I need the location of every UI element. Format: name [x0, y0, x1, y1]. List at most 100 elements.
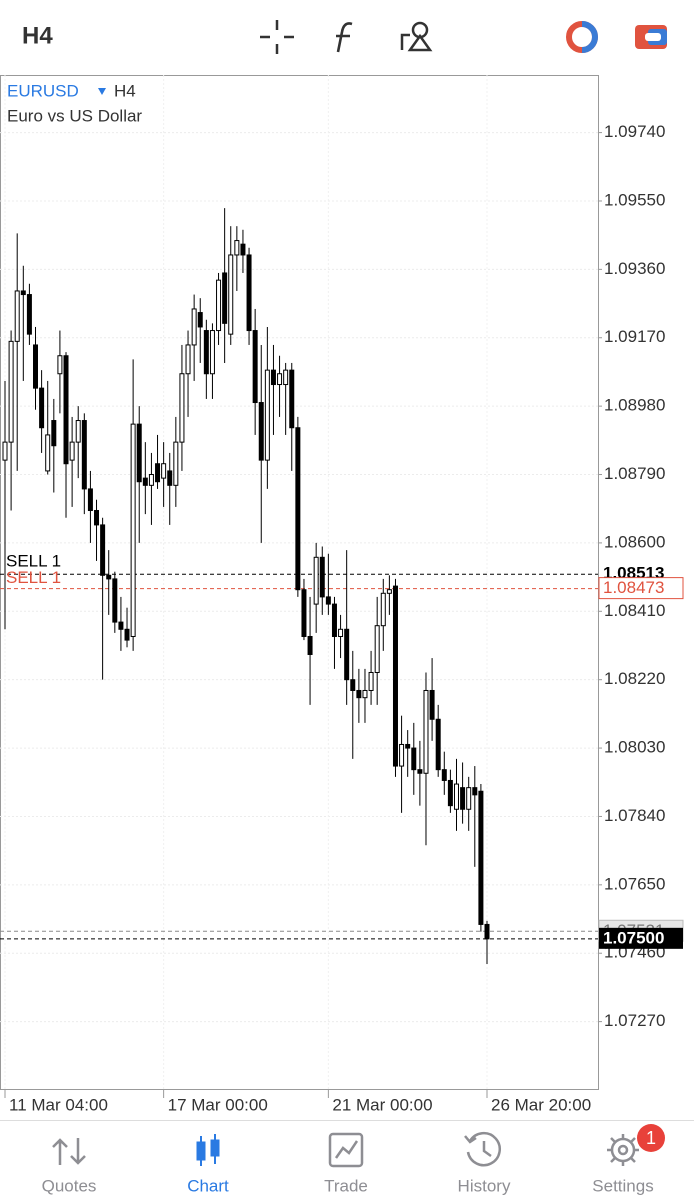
one-click-trading-icon[interactable]	[566, 21, 598, 53]
account-icon[interactable]	[635, 25, 667, 49]
tab-label[interactable]: Settings	[592, 1176, 653, 1195]
symbol-description: Euro vs US Dollar	[7, 106, 142, 125]
price-label: 1.08473	[603, 578, 664, 597]
symbol[interactable]: EURUSD	[7, 81, 79, 100]
settings-icon	[607, 1134, 639, 1166]
candle-body	[417, 769, 423, 774]
candle-body	[289, 369, 295, 429]
candle-body	[423, 689, 429, 774]
symbol-dropdown-arrow[interactable]	[98, 88, 106, 95]
y-tick-label: 1.07270	[604, 1011, 665, 1030]
candle-body	[270, 369, 276, 386]
notification-badge	[637, 1124, 665, 1152]
candle-body	[429, 689, 435, 720]
tab-label[interactable]: Trade	[324, 1176, 368, 1195]
x-tick-label: 11 Mar 04:00	[9, 1095, 108, 1114]
price-label: 1.07500	[603, 928, 664, 947]
crosshair-icon[interactable]	[260, 20, 294, 54]
candle-body	[350, 679, 356, 691]
candle-body	[295, 427, 301, 591]
badge-count: 1	[646, 1128, 656, 1148]
y-tick-label: 1.07840	[604, 806, 665, 825]
candle-body	[313, 556, 319, 605]
tab-label[interactable]: Quotes	[42, 1176, 97, 1195]
timeframe-button[interactable]: H4	[22, 22, 53, 49]
candle-body	[112, 578, 118, 623]
y-tick-label: 1.08980	[604, 396, 665, 415]
candle-body	[100, 524, 106, 576]
candle-body	[216, 279, 222, 332]
x-tick-label: 17 Mar 00:00	[168, 1095, 268, 1114]
tab-label[interactable]: History	[458, 1176, 511, 1195]
candle-body	[301, 589, 307, 637]
candle-body	[258, 402, 264, 461]
trade-icon	[328, 1132, 364, 1168]
candle-body	[277, 373, 283, 386]
history-icon	[464, 1131, 501, 1167]
chart-header: EURUSD H4 Euro vs US Dollar	[7, 81, 142, 125]
candle-body	[338, 628, 344, 637]
candle-body	[26, 294, 32, 335]
candle-body	[374, 625, 380, 673]
candle-body	[8, 340, 14, 443]
candle-body	[356, 689, 362, 699]
price-label-box	[598, 577, 684, 600]
y-tick-label: 1.09740	[604, 122, 665, 141]
candle-body	[14, 290, 20, 342]
candle-body	[130, 423, 136, 637]
candle-body	[234, 240, 240, 256]
candle-body	[368, 671, 374, 691]
candle-body	[45, 434, 51, 472]
candle-body	[75, 420, 81, 443]
candles	[2, 208, 490, 965]
candle-body	[453, 783, 459, 810]
candle-body	[478, 790, 484, 925]
candle-body	[69, 441, 75, 461]
candle-body	[20, 290, 26, 296]
candle-body	[173, 441, 179, 486]
candle-body	[392, 585, 398, 767]
candle-body	[197, 312, 203, 328]
candle-body	[39, 387, 45, 429]
candle-body	[435, 718, 441, 771]
candle-body	[460, 787, 466, 810]
candle-body	[319, 556, 325, 598]
y-tick-label: 1.08220	[604, 669, 665, 688]
candle-body	[167, 470, 173, 486]
candle-body	[344, 628, 350, 681]
candle-body	[161, 463, 167, 479]
order-label: SELL 1	[6, 552, 61, 571]
chart-icon	[196, 1134, 220, 1166]
candle-body	[142, 477, 148, 486]
y-tick-label: 1.09550	[604, 190, 665, 209]
candle-body	[472, 787, 478, 796]
candle-body	[331, 603, 337, 637]
candle-body	[325, 596, 331, 605]
candle-body	[240, 243, 246, 256]
axes: 1.09740 1.09550 1.09360 1.09170 1.08980 1.087…	[4, 122, 684, 1114]
tab-bar: 1 Quotes Chart Trade History Settings	[42, 1124, 665, 1195]
candle-body	[185, 344, 191, 375]
indicators-icon[interactable]	[336, 22, 353, 53]
candle-body	[386, 589, 392, 594]
candle-body	[209, 330, 215, 375]
candle-body	[283, 369, 289, 386]
y-tick-label: 1.08600	[604, 532, 665, 551]
objects-icon[interactable]	[400, 21, 433, 52]
candle-body	[399, 743, 405, 767]
candle-body	[203, 330, 209, 375]
candle-body	[106, 574, 112, 580]
y-tick-label: 1.09360	[604, 259, 665, 278]
candle-body	[33, 344, 39, 389]
tab-label[interactable]: Chart	[187, 1176, 229, 1195]
candle-body	[2, 441, 8, 461]
candle-body	[87, 488, 93, 512]
price-label-box	[599, 927, 683, 949]
candle-body	[447, 779, 453, 807]
y-tick-label: 1.08410	[604, 601, 665, 620]
candle-body	[362, 689, 368, 699]
candle-body	[466, 787, 472, 810]
y-tick-label: 1.08790	[604, 464, 665, 483]
